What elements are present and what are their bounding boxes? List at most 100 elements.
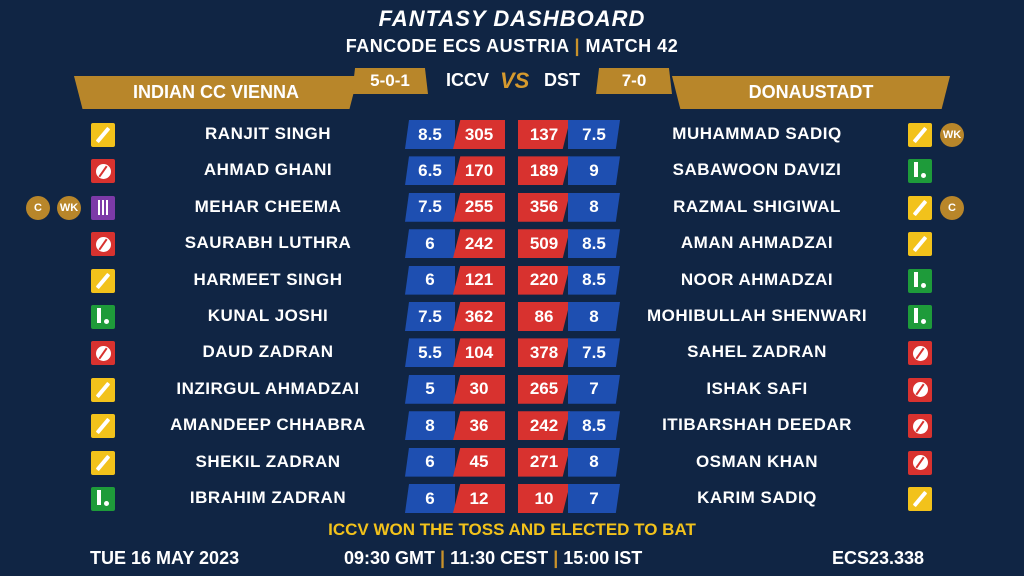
batter-icon [91, 123, 115, 147]
player-name-right: SAHEL ZADRAN [687, 342, 827, 362]
wicketkeeper-badge: WK [57, 195, 81, 220]
batter-icon [91, 268, 115, 293]
bowler-icon [908, 377, 932, 402]
player-row: SAURABH LUTHRA 6 242 509 8.5 AMAN AHMADZAI [0, 227, 1024, 263]
time-separator: | [440, 548, 446, 568]
player-row: AHMAD GHANI 6.5 170 189 9 SABAWOON DAVIZI [0, 154, 1024, 190]
player-name-right: KARIM SADIQ [697, 488, 817, 507]
points-right: 10 [518, 484, 570, 513]
credit-left: 7.5 [405, 192, 455, 222]
credit-right: 7.5 [568, 120, 620, 149]
player-name-left: SHEKIL ZADRAN [195, 451, 341, 471]
credit-left: 6.5 [405, 156, 455, 186]
points-right: 378 [518, 338, 570, 368]
credit-right: 8 [568, 192, 620, 222]
player-row: AMANDEEP CHHABRA 8 36 242 8.5 ITIBARSHAH DEED… [0, 409, 1024, 445]
player-row: RANJIT SINGH 8.5 305 137 7.5 MUHAMMAD SADIQ WK [0, 118, 1024, 154]
player-name-left: AMANDEEP CHHABRA [170, 415, 366, 435]
credit-right: 7 [568, 484, 620, 513]
player-name-left: HARMEET SINGH [193, 269, 343, 289]
player-name-left: AHMAD GHANI [203, 160, 333, 180]
toss-result: ICCV WON THE TOSS AND ELECTED TO BAT [328, 520, 696, 539]
bowler-icon [91, 232, 115, 257]
vs-label: VS [500, 68, 530, 93]
player-row: HARMEET SINGH 6 121 220 8.5 NOOR AHMADZAI [0, 264, 1024, 300]
player-name-right: ISHAK SAFI [706, 378, 808, 398]
team-record-left: 5-0-1 [352, 68, 428, 94]
allrounder-icon [91, 487, 115, 511]
credit-left: 5 [405, 374, 455, 404]
captain-badge: C [940, 195, 964, 220]
credit-left: 8.5 [405, 120, 455, 149]
time-ist: 15:00 IST [563, 548, 643, 568]
player-name-left: KUNAL JOSHI [207, 306, 329, 325]
player-name-right: MUHAMMAD SADIQ [672, 124, 842, 143]
team-banner-right: DONAUSTADT [672, 76, 950, 109]
credit-right: 8.5 [568, 265, 620, 295]
bowler-icon [908, 450, 932, 475]
points-right: 242 [518, 411, 570, 441]
credit-left: 6 [405, 447, 455, 477]
match-number: MATCH 42 [585, 36, 679, 56]
match-code: ECS23.338 [832, 548, 925, 568]
player-row: DAUD ZADRAN 5.5 104 378 7.5 SAHEL ZADRAN [0, 336, 1024, 372]
subtitle-separator: | [574, 36, 581, 56]
player-name-right: AMAN AHMADZAI [680, 233, 834, 253]
points-left: 242 [453, 229, 505, 259]
bowler-icon [908, 414, 932, 439]
bowler-icon [91, 341, 115, 366]
points-right: 271 [518, 447, 570, 477]
time-cest: 11:30 CEST [450, 548, 549, 568]
batter-icon [908, 487, 932, 511]
points-left: 305 [453, 120, 505, 149]
captain-badge: C [26, 195, 50, 220]
points-left: 12 [453, 484, 505, 513]
credit-right: 8 [568, 302, 620, 331]
credit-right: 7 [568, 374, 620, 404]
points-left: 255 [453, 192, 505, 222]
credit-right: 8 [568, 447, 620, 477]
team-banner-left: INDIAN CC VIENNA [74, 76, 358, 109]
points-left: 36 [453, 411, 505, 441]
allrounder-icon [908, 159, 932, 184]
batter-icon [908, 232, 932, 257]
team-abbr-left: ICCV [446, 70, 490, 90]
team-record-right: 7-0 [596, 68, 672, 94]
team-name-left: INDIAN CC VIENNA [132, 82, 299, 102]
credit-right: 7.5 [568, 338, 620, 368]
allrounder-icon [908, 305, 932, 329]
player-name-right: NOOR AHMADZAI [680, 269, 834, 289]
bowler-icon [91, 159, 115, 184]
batter-icon [91, 414, 115, 439]
player-name-right: ITIBARSHAH DEEDAR [662, 415, 852, 435]
wicketkeeper-badge: WK [940, 123, 964, 147]
credit-left: 5.5 [405, 338, 455, 368]
player-name-left: SAURABH LUTHRA [184, 233, 352, 253]
player-row: SHEKIL ZADRAN 6 45 271 8 OSMAN KHAN [0, 446, 1024, 482]
player-name-left: INZIRGUL AHMADZAI [176, 378, 360, 398]
batter-icon [91, 377, 115, 402]
league-name: FANCODE ECS AUSTRIA [345, 36, 569, 56]
player-name-right: MOHIBULLAH SHENWARI [646, 306, 868, 325]
credit-left: 6 [405, 229, 455, 259]
points-right: 220 [518, 265, 570, 295]
points-right: 356 [518, 192, 570, 222]
credit-right: 9 [568, 156, 620, 186]
points-right: 265 [518, 374, 570, 404]
points-right: 189 [518, 156, 570, 186]
player-name-left: IBRAHIM ZADRAN [189, 488, 347, 507]
player-name-right: OSMAN KHAN [695, 451, 819, 471]
team-name-right: DONAUSTADT [748, 82, 874, 102]
player-name-left: DAUD ZADRAN [202, 342, 334, 362]
credit-right: 8.5 [568, 411, 620, 441]
dashboard-title: FANTASY DASHBOARD [378, 6, 646, 31]
player-row: KUNAL JOSHI 7.5 362 86 8 MOHIBULLAH SHENWARI [0, 300, 1024, 336]
credit-left: 6 [405, 484, 455, 513]
allrounder-icon [908, 268, 932, 293]
player-row: C WK MEHAR CHEEMA 7.5 255 356 8 RAZMAL SHIGIWAL… [0, 191, 1024, 227]
batter-icon [91, 450, 115, 475]
points-right: 86 [518, 302, 570, 331]
batter-icon [908, 123, 932, 147]
credit-left: 6 [405, 265, 455, 295]
match-date: TUE 16 MAY 2023 [90, 548, 240, 568]
